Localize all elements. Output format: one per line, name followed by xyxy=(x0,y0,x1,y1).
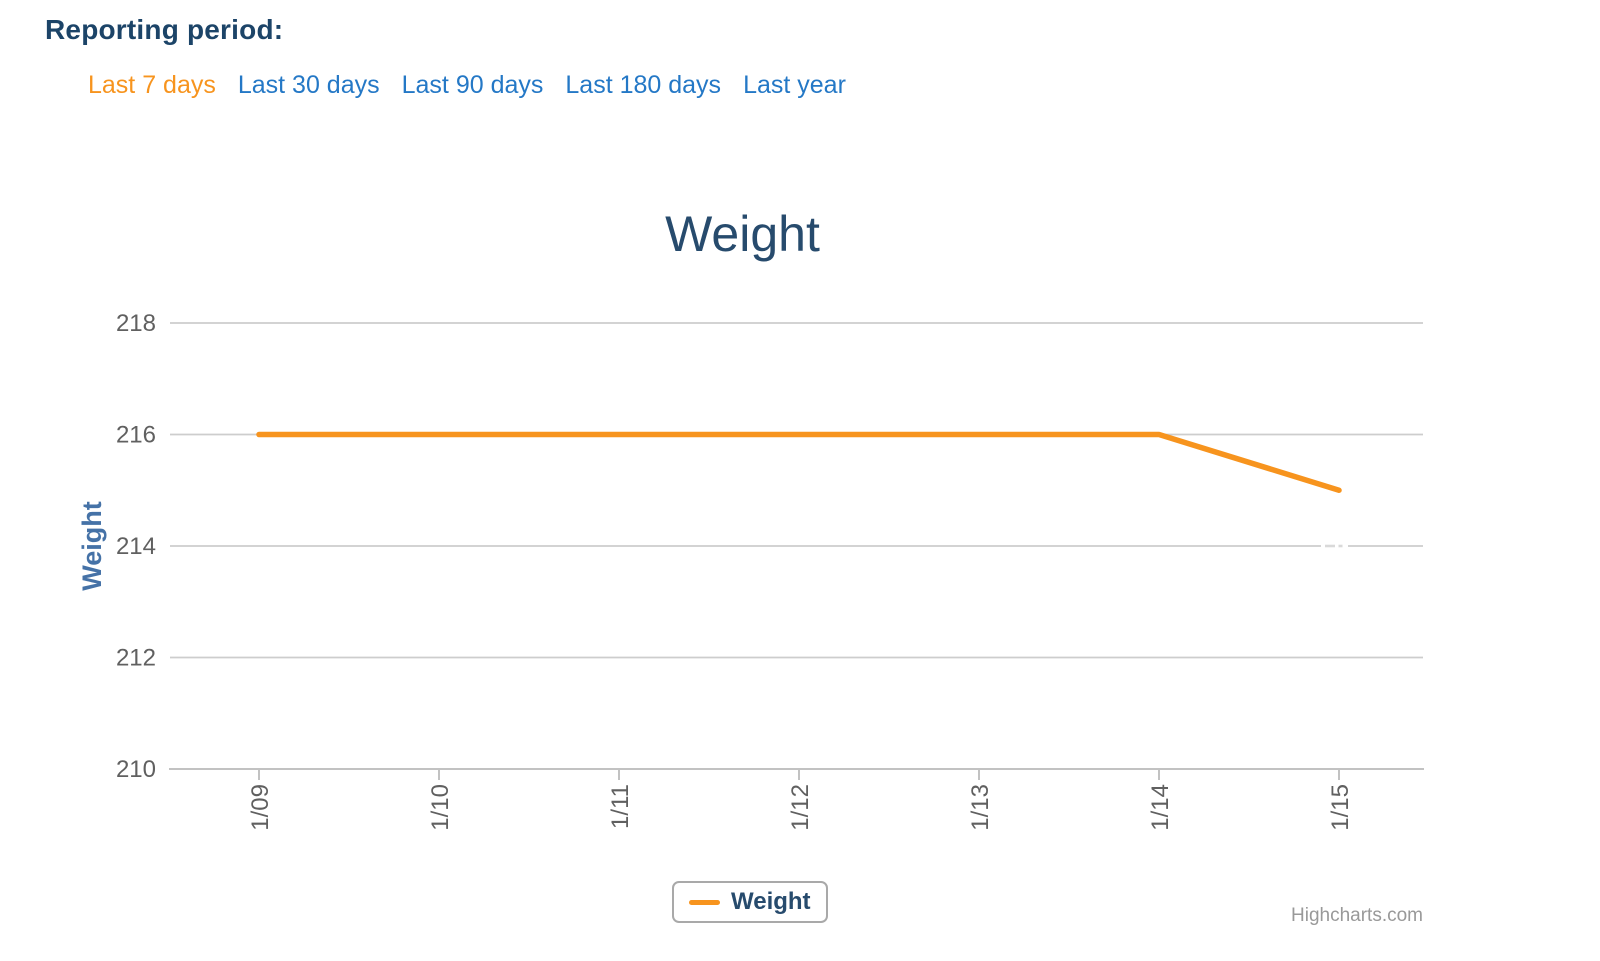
reporting-period-heading: Reporting period: xyxy=(45,14,284,45)
x-axis-label: 1/15 xyxy=(1327,784,1354,831)
x-axis-label: 1/10 xyxy=(427,784,454,831)
period-link-last-90-days[interactable]: Last 90 days xyxy=(401,71,544,99)
legend-item-label: Weight xyxy=(731,888,811,915)
weight-series-line[interactable] xyxy=(256,431,1342,493)
chart-title: Weight xyxy=(665,206,820,262)
period-link-last-year[interactable]: Last year xyxy=(743,71,846,99)
y-axis-label: 210 xyxy=(116,756,156,783)
period-link-last-180-days[interactable]: Last 180 days xyxy=(565,71,722,99)
highcharts-credits[interactable]: Highcharts.com xyxy=(1291,905,1423,926)
gridline-gap-artifact xyxy=(1325,544,1335,548)
y-axis-label: 216 xyxy=(116,422,156,449)
x-axis-label: 1/14 xyxy=(1147,784,1174,831)
legend-line-swatch xyxy=(689,899,720,905)
x-axis-label: 1/11 xyxy=(607,784,634,829)
x-axis-label: 1/12 xyxy=(787,784,814,831)
x-axis-label: 1/09 xyxy=(247,784,274,831)
x-axis-label: 1/13 xyxy=(967,784,994,831)
legend[interactable]: Weight xyxy=(672,881,828,923)
gridline-gap-artifact xyxy=(1338,544,1343,548)
y-axis-label: 218 xyxy=(116,310,156,337)
y-axis-label: 214 xyxy=(116,533,156,560)
period-link-last-30-days[interactable]: Last 30 days xyxy=(237,71,380,99)
reporting-period-nav: Last 7 days Last 30 days Last 90 days La… xyxy=(88,71,846,100)
period-link-last-7-days[interactable]: Last 7 days xyxy=(88,71,216,99)
y-axis-label: 212 xyxy=(116,645,156,672)
